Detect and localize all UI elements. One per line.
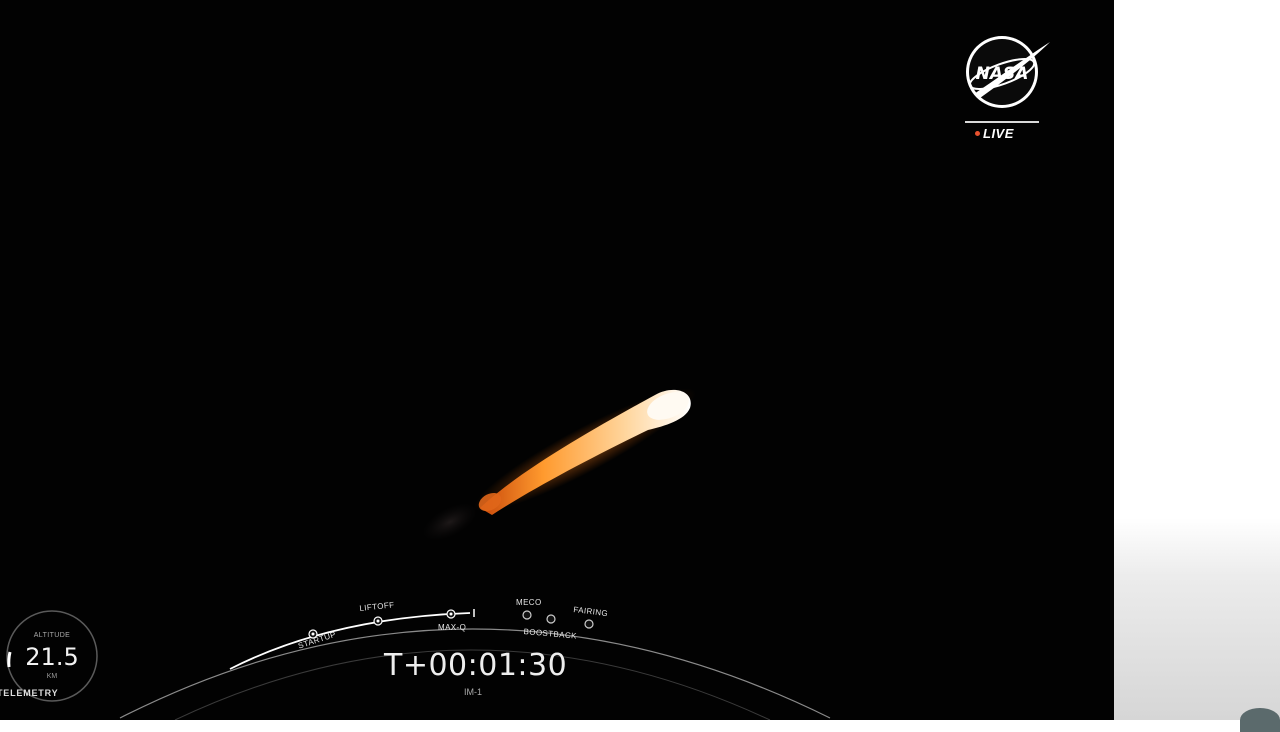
live-divider — [965, 121, 1039, 123]
mission-name: IM-1 — [464, 687, 482, 697]
mission-clock: T+00:01:30 — [384, 648, 568, 683]
nasa-logo: NASA — [966, 36, 1050, 108]
timeline-marker-fairing — [584, 619, 594, 629]
altitude-unit: KM — [46, 673, 58, 680]
live-label: LIVE — [983, 126, 1014, 141]
live-badge: LIVE — [975, 126, 1014, 141]
live-dot-icon — [975, 131, 980, 136]
altitude-label: ALTITUDE — [33, 632, 71, 639]
timeline-marker-liftoff — [373, 616, 383, 626]
altitude-gauge — [6, 610, 98, 702]
side-panel — [1114, 0, 1280, 732]
timeline-label-max-q: MAX-Q — [438, 623, 467, 632]
timeline-marker-max-q — [446, 609, 456, 619]
telemetry-label: TELEMETRY — [0, 688, 59, 698]
timeline-marker-meco — [522, 610, 532, 620]
video-player[interactable]: NASA LIVE STARTUP LIFTOFF MAX-Q MECO BOO… — [0, 0, 1114, 720]
altitude-value: 21.5 — [25, 643, 79, 671]
timeline-marker-startup — [308, 629, 318, 639]
nasa-logo-text: NASA — [976, 64, 1029, 84]
rocket-exhaust-plume — [422, 388, 696, 541]
corner-round-button[interactable] — [1240, 708, 1280, 732]
mission-timeline — [119, 609, 831, 720]
timeline-marker-boostback — [546, 614, 556, 624]
timeline-label-meco: MECO — [516, 598, 542, 607]
